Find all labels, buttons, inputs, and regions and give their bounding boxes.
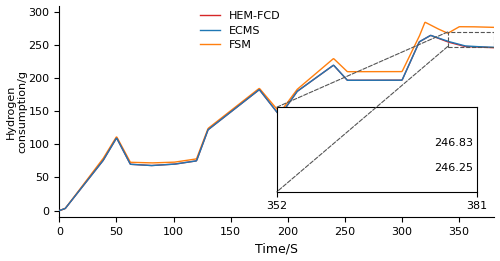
Y-axis label: Hydrogen
consumption/g: Hydrogen consumption/g bbox=[6, 70, 27, 153]
FSM bbox=[492, 26, 498, 29]
FSM bbox=[132, 161, 138, 164]
HEM-FCD bbox=[223, 114, 229, 117]
HEM-FCD bbox=[428, 34, 434, 37]
FSM bbox=[242, 98, 248, 101]
ECMS bbox=[492, 46, 498, 49]
X-axis label: Time/S: Time/S bbox=[256, 242, 298, 256]
ECMS bbox=[428, 34, 434, 37]
Text: 246.25: 246.25 bbox=[434, 163, 474, 173]
Bar bbox=[448, 32, 494, 46]
Line: FSM: FSM bbox=[60, 22, 494, 210]
FSM bbox=[436, 28, 442, 31]
HEM-FCD bbox=[132, 163, 138, 166]
FSM bbox=[106, 147, 112, 150]
HEM-FCD bbox=[436, 37, 442, 40]
ECMS bbox=[56, 209, 62, 212]
ECMS bbox=[242, 99, 248, 102]
ECMS bbox=[436, 37, 442, 40]
ECMS bbox=[132, 163, 138, 166]
Line: ECMS: ECMS bbox=[60, 35, 494, 210]
FSM bbox=[223, 112, 229, 116]
HEM-FCD bbox=[56, 209, 62, 212]
Legend: HEM-FCD, ECMS, FSM: HEM-FCD, ECMS, FSM bbox=[196, 7, 285, 55]
HEM-FCD bbox=[242, 99, 248, 102]
FSM bbox=[483, 26, 489, 29]
Text: 246.83: 246.83 bbox=[434, 138, 474, 148]
ECMS bbox=[223, 114, 229, 117]
HEM-FCD bbox=[106, 149, 112, 152]
ECMS bbox=[106, 149, 112, 152]
HEM-FCD bbox=[492, 46, 498, 49]
HEM-FCD bbox=[483, 46, 489, 49]
ECMS bbox=[483, 45, 489, 49]
FSM bbox=[422, 21, 428, 24]
Line: HEM-FCD: HEM-FCD bbox=[60, 35, 494, 210]
FSM bbox=[56, 209, 62, 212]
